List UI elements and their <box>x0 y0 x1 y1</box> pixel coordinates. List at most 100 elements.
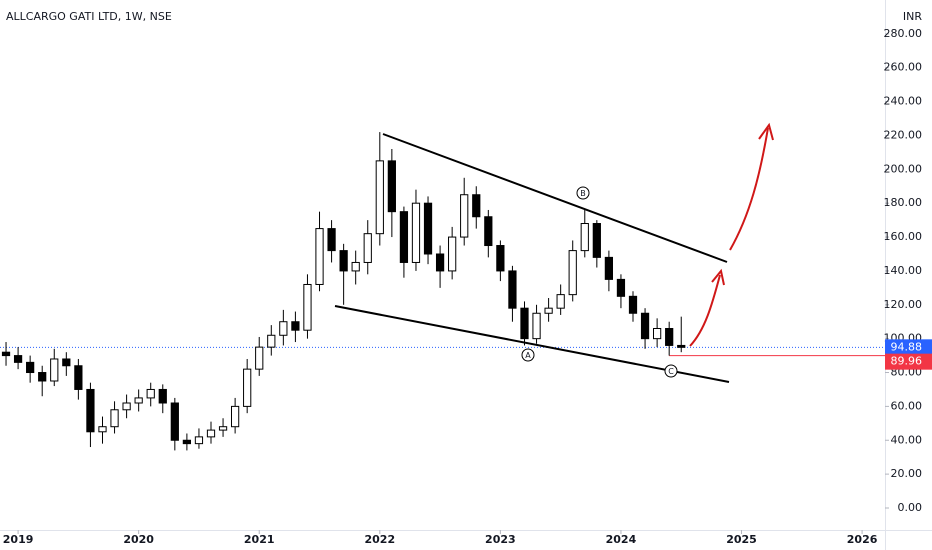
trend-line <box>334 305 730 383</box>
candle-body <box>315 228 324 285</box>
y-tick-label: 140.00 <box>884 264 923 277</box>
wave-label: B <box>580 189 586 198</box>
candle-body <box>399 211 409 263</box>
x-tick-label: 2025 <box>726 533 757 546</box>
candle-body <box>194 436 204 445</box>
y-tick-label: 0.00 <box>898 501 923 514</box>
candle-body <box>604 256 614 280</box>
candle-body <box>568 250 577 296</box>
candle-body <box>556 294 565 309</box>
candle-body <box>532 312 541 340</box>
candle-body <box>496 245 505 272</box>
candle-body <box>339 250 348 272</box>
candle-body <box>616 278 626 297</box>
candle-body <box>38 372 47 382</box>
candle-body <box>134 397 143 404</box>
y-tick-label: 20.00 <box>891 467 923 480</box>
candle-body <box>628 295 638 314</box>
candle-body <box>230 405 240 428</box>
candle-body <box>62 358 71 367</box>
currency-label: INR <box>903 10 922 23</box>
candle-body <box>653 327 662 340</box>
candle-body <box>435 253 445 272</box>
candle-body <box>1 351 11 357</box>
wave-label: C <box>668 367 674 376</box>
y-tick-label: 180.00 <box>884 196 923 209</box>
x-tick-label: 2019 <box>3 533 34 546</box>
y-tick-label: 280.00 <box>884 27 923 40</box>
y-tick-label: 40.00 <box>891 433 923 446</box>
candle-body <box>74 365 83 390</box>
trend-line <box>382 133 728 263</box>
y-tick-label: 160.00 <box>884 230 923 243</box>
x-tick-label: 2026 <box>847 533 878 546</box>
wave-label: A <box>525 351 531 360</box>
candle-body <box>411 202 421 263</box>
y-tick-label: 200.00 <box>884 162 923 175</box>
candle-body <box>50 358 59 382</box>
x-tick-label: 2024 <box>606 533 637 546</box>
last-price-label: 94.88 <box>891 340 923 353</box>
last-price-badge <box>885 339 932 356</box>
candle-body <box>665 327 674 346</box>
candle-body <box>508 270 517 309</box>
wave-circle <box>521 348 535 362</box>
arrow-head <box>711 268 725 286</box>
candle-body <box>243 368 252 407</box>
candle-body <box>98 426 107 433</box>
candle-body <box>267 334 276 348</box>
candle-body <box>206 429 216 438</box>
marked-low-label: 89.96 <box>891 355 923 368</box>
candle-body <box>26 361 35 374</box>
candle-body <box>303 283 312 331</box>
candle-body <box>86 388 95 433</box>
candle-body <box>110 409 119 428</box>
candle-body <box>158 388 167 404</box>
wave-circle <box>576 186 590 200</box>
candle-body <box>472 194 481 218</box>
candle-body <box>387 160 396 213</box>
candle-body <box>460 194 469 238</box>
x-tick-label: 2022 <box>364 533 395 546</box>
candle-body <box>363 233 372 263</box>
candle-body <box>255 346 264 370</box>
y-tick-label: 60.00 <box>891 399 923 412</box>
candle-body <box>122 402 131 411</box>
arrow-head <box>758 122 774 141</box>
projection-arrow <box>729 127 769 251</box>
candle-body <box>544 307 553 314</box>
candle-body <box>146 388 155 399</box>
y-tick-label: 240.00 <box>884 95 923 108</box>
candle-body <box>580 223 589 252</box>
marked-low-badge <box>885 353 932 370</box>
candle-body <box>218 426 228 431</box>
y-tick-label: 220.00 <box>884 128 923 141</box>
y-tick-label: 120.00 <box>884 298 923 311</box>
candle-body <box>448 236 457 272</box>
candle-body <box>279 321 288 336</box>
candle-body <box>327 228 336 252</box>
candle-body <box>291 321 300 331</box>
candle-body <box>182 439 192 445</box>
chart-title: ALLCARGO GATI LTD, 1W, NSE <box>6 10 172 23</box>
candle-body <box>592 223 601 258</box>
wave-circle <box>664 364 678 378</box>
projection-arrow <box>689 274 721 347</box>
candle-body <box>640 312 650 340</box>
y-tick-label: 260.00 <box>884 61 923 74</box>
candle-body <box>351 261 360 272</box>
candle-body <box>13 355 23 363</box>
x-tick-label: 2020 <box>123 533 154 546</box>
candle-body <box>375 160 384 235</box>
candle-body <box>520 307 529 340</box>
candle-body <box>170 402 179 441</box>
x-tick-label: 2023 <box>485 533 516 546</box>
drawings: A B C <box>334 122 774 383</box>
x-tick-label: 2021 <box>244 533 275 546</box>
candle-body <box>423 202 433 255</box>
candle-body <box>484 216 493 247</box>
candle-body <box>677 344 686 348</box>
